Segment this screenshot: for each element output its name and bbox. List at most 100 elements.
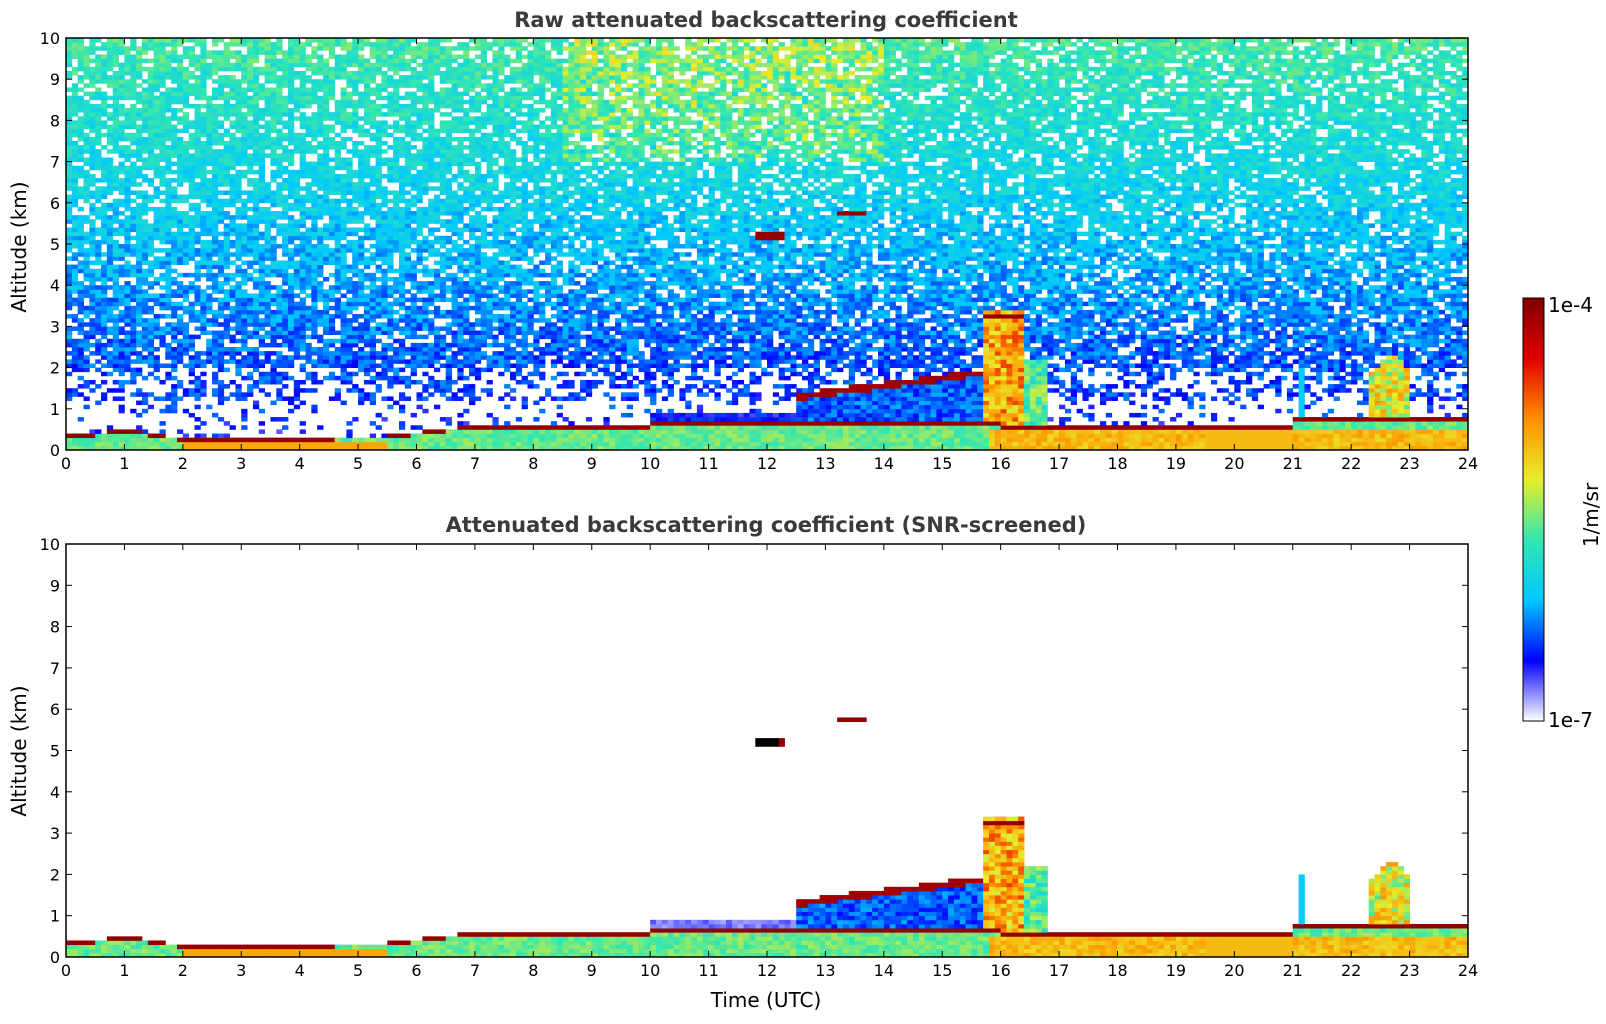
heatmap-cell <box>270 272 277 278</box>
heatmap-cell <box>457 421 464 426</box>
heatmap-cell <box>375 388 382 393</box>
heatmap-cell <box>206 215 213 220</box>
heatmap-cell <box>71 388 79 393</box>
heatmap-cell <box>334 182 341 187</box>
heatmap-cell <box>153 433 160 439</box>
heatmap-cell <box>136 46 143 51</box>
heatmap-cell <box>422 108 429 113</box>
heatmap-cell <box>381 359 388 364</box>
heatmap-cell <box>299 202 306 208</box>
heatmap-cell <box>270 268 277 274</box>
heatmap-cell <box>317 54 324 59</box>
heatmap-cell <box>153 219 160 224</box>
heatmap-cell <box>182 256 190 261</box>
heatmap-cell <box>358 153 365 158</box>
heatmap-cell <box>153 132 160 138</box>
heatmap-cell <box>147 182 155 187</box>
heatmap-cell <box>404 264 412 270</box>
heatmap-cell <box>381 173 388 179</box>
heatmap-cell <box>89 83 96 88</box>
heatmap-cell <box>176 153 184 158</box>
heatmap-cell <box>445 297 452 303</box>
heatmap-cell <box>159 227 166 233</box>
heatmap-cell <box>112 318 119 323</box>
heatmap-cell <box>363 206 371 212</box>
heatmap-cell <box>66 169 73 175</box>
heatmap-cell <box>247 297 254 303</box>
heatmap-cell <box>328 70 336 76</box>
heatmap-cell <box>176 120 184 125</box>
heatmap-cell <box>387 363 394 368</box>
heatmap-cell <box>410 359 417 364</box>
heatmap-cell <box>171 239 178 245</box>
heatmap-cell <box>229 252 236 257</box>
heatmap-cell <box>71 289 79 294</box>
heatmap-cell <box>270 437 277 443</box>
heatmap-cell <box>217 289 225 294</box>
heatmap-cell <box>124 235 131 241</box>
heatmap-cell <box>106 248 114 253</box>
heatmap-cell <box>293 338 301 344</box>
heatmap-cell <box>317 79 324 84</box>
heatmap-cell <box>375 50 382 55</box>
heatmap-cell <box>147 116 155 121</box>
heatmap-cell <box>241 375 248 381</box>
heatmap-cell <box>457 79 464 84</box>
heatmap-cell <box>118 169 125 175</box>
heatmap-cell <box>217 355 225 360</box>
heatmap-cell <box>159 54 166 59</box>
heatmap-cell <box>358 215 365 220</box>
heatmap-cell <box>112 305 119 311</box>
heatmap-cell <box>416 136 423 142</box>
heatmap-cell <box>147 392 155 397</box>
heatmap-cell <box>287 173 295 179</box>
heatmap-cell <box>317 268 324 274</box>
heatmap-cell <box>118 50 125 55</box>
heatmap-cell <box>247 227 254 233</box>
heatmap-cell <box>141 305 149 311</box>
heatmap-cell <box>83 384 90 389</box>
heatmap-cell <box>457 108 464 113</box>
heatmap-cell <box>404 149 412 154</box>
heatmap-cell <box>398 248 406 253</box>
heatmap-cell <box>217 178 225 183</box>
heatmap-cell <box>346 248 353 253</box>
heatmap-cell <box>328 165 336 171</box>
heatmap-cell <box>194 95 201 101</box>
heatmap-cell <box>305 318 312 323</box>
heatmap-cell <box>147 95 155 101</box>
heatmap-cell <box>340 293 347 298</box>
heatmap-cell <box>369 305 377 311</box>
heatmap-cell <box>311 404 318 410</box>
heatmap-cell <box>159 124 166 130</box>
heatmap-cell <box>101 157 108 162</box>
heatmap-cell <box>340 198 347 204</box>
heatmap-cell <box>247 322 254 327</box>
heatmap-cell <box>293 108 301 113</box>
heatmap-cell <box>276 289 283 294</box>
heatmap-cell <box>118 433 125 439</box>
heatmap-cell <box>124 351 131 356</box>
heatmap-cell <box>439 326 447 331</box>
heatmap-cell <box>410 219 417 224</box>
heatmap-cell <box>182 145 190 150</box>
heatmap-cell <box>445 87 452 92</box>
heatmap-cell <box>258 351 266 356</box>
heatmap-cell <box>171 384 178 389</box>
heatmap-cell <box>317 285 324 290</box>
heatmap-cell <box>445 285 452 290</box>
heatmap-cell <box>112 198 119 204</box>
heatmap-cell <box>66 194 73 200</box>
heatmap-cell <box>363 128 371 134</box>
heatmap-cell <box>445 256 452 261</box>
heatmap-cell <box>124 379 131 385</box>
heatmap-cell <box>212 239 219 245</box>
heatmap-cell <box>287 355 295 360</box>
heatmap-cell <box>118 190 125 195</box>
heatmap-cell <box>270 91 277 97</box>
heatmap-cell <box>95 58 102 64</box>
heatmap-cell <box>89 157 96 162</box>
heatmap-cell <box>358 58 365 64</box>
heatmap-cell <box>428 58 435 64</box>
heatmap-cell <box>217 62 225 68</box>
